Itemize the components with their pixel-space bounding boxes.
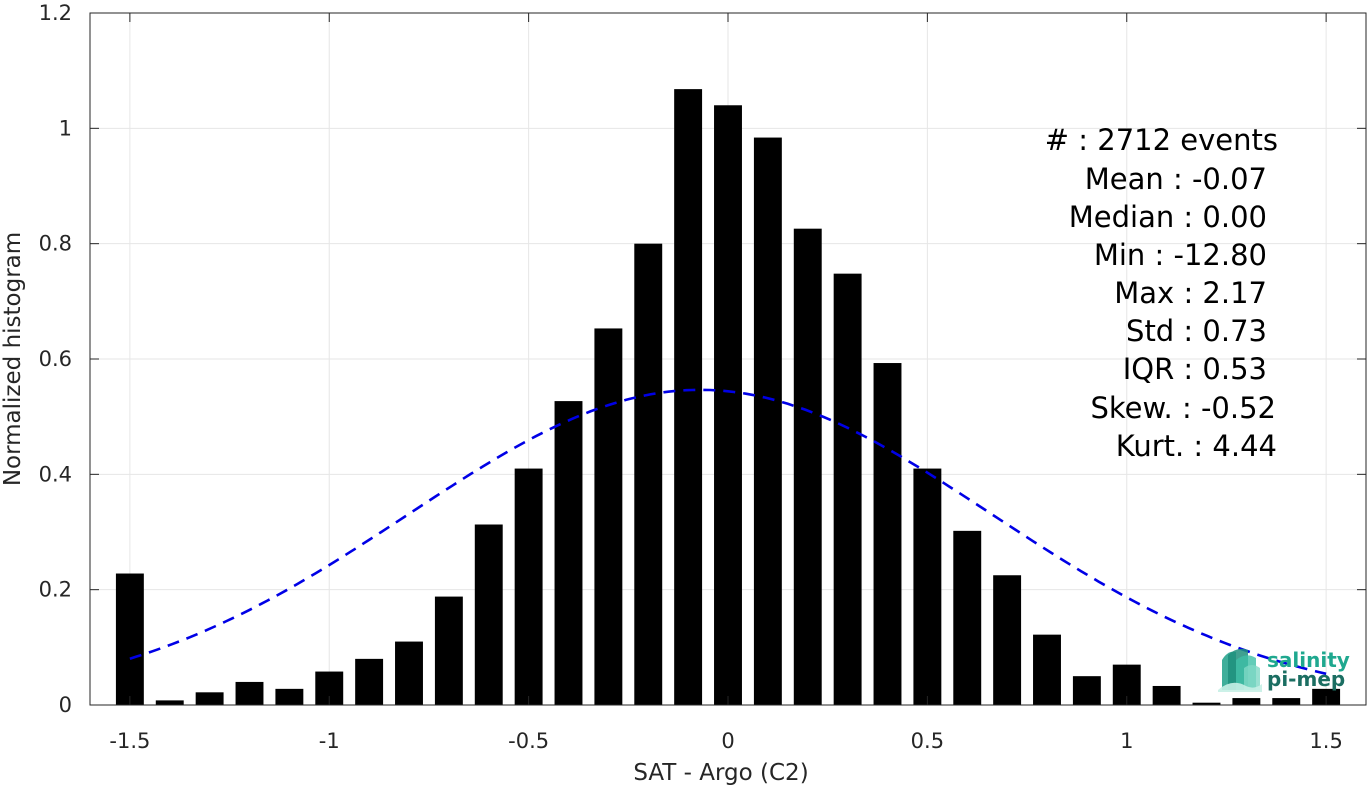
x-tick-label-6: 1.5 — [1309, 729, 1342, 753]
x-axis-label: SAT - Argo (C2) — [633, 760, 808, 786]
salinity-pi-mep-logo: salinity pi-mep — [1218, 648, 1350, 692]
stat-kurt: Kurt. : 4.44 — [1116, 429, 1277, 463]
stat-events: # : 2712 events — [1045, 123, 1278, 157]
y-tick-label-6: 1.2 — [39, 1, 72, 25]
x-tick-label-5: 1 — [1120, 729, 1133, 753]
stat-iqr: IQR : 0.53 — [1123, 352, 1267, 386]
bar-17 — [793, 228, 822, 705]
bar-19 — [873, 363, 902, 705]
bar-13 — [634, 243, 663, 705]
bar-8 — [434, 596, 463, 705]
bar-7 — [395, 641, 423, 705]
bar-4 — [275, 688, 304, 705]
bar-16 — [753, 137, 782, 705]
logo-wave-icon — [1218, 648, 1262, 692]
stats-annotation: # : 2712 events Mean : -0.07 Median : 0.… — [1045, 123, 1278, 463]
y-tick-label-1: 0.2 — [39, 578, 72, 602]
bar-15 — [714, 105, 742, 706]
bar-12 — [594, 328, 623, 705]
bars — [115, 89, 1341, 706]
y-tick-label-4: 0.8 — [39, 232, 72, 256]
bar-9 — [474, 524, 503, 705]
bar-27 — [1192, 702, 1221, 705]
bar-21 — [953, 530, 982, 705]
bar-2 — [195, 692, 224, 705]
stat-std: Std : 0.73 — [1126, 314, 1267, 348]
bar-3 — [235, 681, 264, 705]
bar-18 — [833, 273, 862, 705]
x-tick-labels: -1.5 -1 -0.5 0 0.5 1 1.5 — [109, 729, 1342, 753]
bar-28 — [1232, 698, 1261, 705]
stat-max: Max : 2.17 — [1114, 276, 1267, 310]
bar-0 — [115, 573, 144, 705]
bar-1 — [155, 700, 184, 705]
x-tick-label-3: 0 — [721, 729, 734, 753]
bar-20 — [913, 468, 942, 705]
y-tick-label-3: 0.6 — [39, 347, 72, 371]
bar-29 — [1272, 698, 1301, 705]
y-tick-label-0: 0 — [59, 693, 72, 717]
x-tick-label-1: -1 — [319, 729, 340, 753]
stat-skew: Skew. : -0.52 — [1090, 391, 1276, 425]
bar-11 — [554, 401, 583, 705]
bar-23 — [1033, 634, 1061, 705]
x-tick-label-4: 0.5 — [911, 729, 944, 753]
bar-10 — [514, 468, 543, 705]
stat-mean: Mean : -0.07 — [1085, 162, 1267, 196]
bar-14 — [674, 89, 703, 706]
y-tick-labels: 0 0.2 0.4 0.6 0.8 1 1.2 — [39, 1, 72, 717]
y-tick-label-2: 0.4 — [39, 462, 72, 486]
y-axis-label: Normalized histogram — [0, 232, 26, 486]
logo-text-pi-mep: pi-mep — [1267, 667, 1345, 691]
gaussian-fit-curve — [129, 388, 1327, 676]
stat-median: Median : 0.00 — [1069, 200, 1267, 234]
y-tick-label-5: 1 — [59, 116, 72, 140]
stat-min: Min : -12.80 — [1094, 238, 1267, 272]
bar-24 — [1072, 676, 1101, 705]
axis-ticks — [90, 12, 1366, 706]
x-tick-label-0: -1.5 — [109, 729, 150, 753]
logo-text-salinity: salinity — [1267, 648, 1350, 672]
bar-22 — [993, 575, 1022, 705]
bar-26 — [1152, 685, 1181, 705]
bar-6 — [355, 658, 384, 705]
x-tick-label-2: -0.5 — [508, 729, 549, 753]
